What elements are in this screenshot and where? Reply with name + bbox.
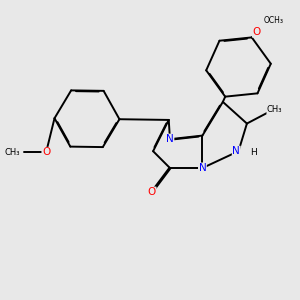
Text: H: H: [250, 148, 256, 157]
Text: O: O: [252, 27, 261, 37]
Text: N: N: [166, 134, 174, 144]
Text: O: O: [148, 187, 156, 197]
Text: CH₃: CH₃: [4, 148, 20, 157]
Text: O: O: [42, 147, 50, 158]
Text: N: N: [232, 146, 240, 156]
Text: CH₃: CH₃: [267, 105, 282, 114]
Text: N: N: [199, 163, 206, 173]
Text: OCH₃: OCH₃: [264, 16, 284, 26]
